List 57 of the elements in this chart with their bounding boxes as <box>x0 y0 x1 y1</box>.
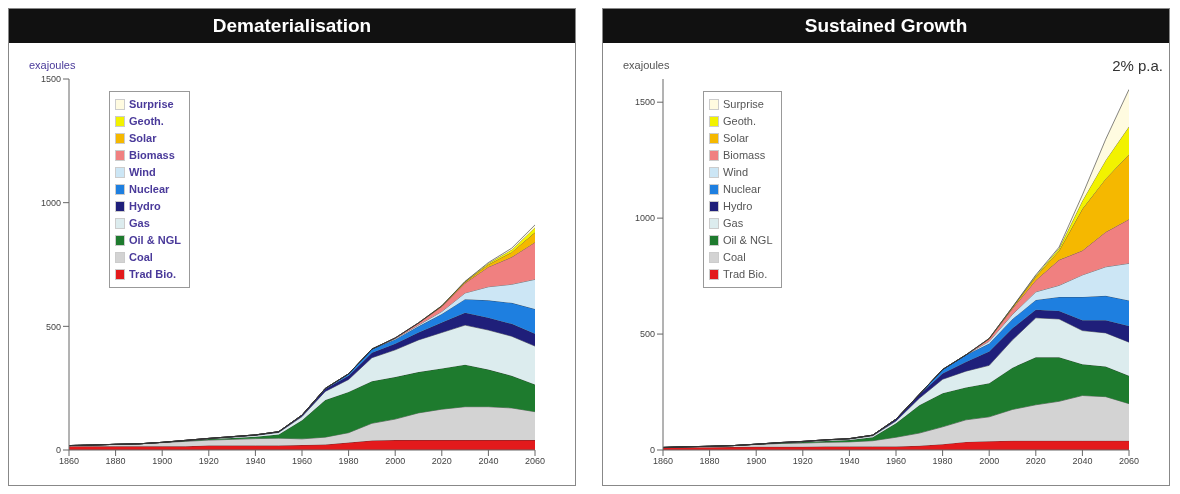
legend-label: Oil & NGL <box>129 233 181 248</box>
text: 2% p.a. <box>1112 57 1163 74</box>
y-tick-label: 0 <box>649 445 655 456</box>
legend-label: Surprise <box>129 97 174 112</box>
x-tick-label: 2060 <box>524 456 546 467</box>
legend-label: Gas <box>129 216 150 231</box>
y-tick-label: 0 <box>55 445 61 456</box>
legend-label: Wind <box>723 165 749 180</box>
x-tick-label: 1860 <box>652 456 674 467</box>
x-tick-label: 1920 <box>792 456 813 467</box>
x-tick-label: 1880 <box>105 456 126 467</box>
legend-label: Surprise <box>723 97 764 112</box>
x-tick-label: 2040 <box>478 456 499 467</box>
x-tick-label: 1920 <box>198 456 219 467</box>
y-tick-label: 500 <box>45 321 61 332</box>
x-tick-label: 1940 <box>245 456 266 467</box>
legend-label: Solar <box>723 131 749 146</box>
x-tick-label: 1900 <box>746 456 767 467</box>
legend-label: Nuclear <box>723 182 761 197</box>
legend-label: Nuclear <box>129 182 170 197</box>
legend-label: Solar <box>129 131 157 146</box>
legend-label: Hydro <box>129 199 161 214</box>
x-tick-label: 1980 <box>338 456 359 467</box>
legend-label: Coal <box>129 250 153 265</box>
chart-title: Dematerialisation <box>9 9 575 43</box>
x-tick-label: 1940 <box>839 456 860 467</box>
chart-title: Sustained Growth <box>603 9 1169 43</box>
x-tick-label: 1860 <box>58 456 80 467</box>
x-tick-label: 2040 <box>1072 456 1093 467</box>
y-tick-label: 1500 <box>634 97 655 108</box>
legend-label: Trad Bio. <box>723 267 768 282</box>
x-tick-label: 2000 <box>979 456 1000 467</box>
legend-label: Wind <box>129 165 156 180</box>
y-axis-title: exajoules <box>623 59 670 71</box>
legend-label: Geoth. <box>129 114 164 129</box>
y-tick-label: 500 <box>639 329 655 340</box>
legend-label: Hydro <box>723 199 753 214</box>
legend-label: Trad Bio. <box>129 267 177 282</box>
x-tick-label: 2020 <box>1025 456 1046 467</box>
x-tick-label: 2060 <box>1118 456 1140 467</box>
y-tick-label: 1000 <box>40 197 61 208</box>
x-tick-label: 1960 <box>885 456 907 467</box>
legend-label: Geoth. <box>723 114 757 129</box>
x-tick-label: 1960 <box>291 456 313 467</box>
x-tick-label: 2020 <box>431 456 452 467</box>
y-axis-title: exajoules <box>29 59 76 71</box>
legend-label: Coal <box>723 250 746 265</box>
x-tick-label: 1980 <box>932 456 953 467</box>
legend-label: Biomass <box>129 148 175 163</box>
y-tick-label: 1500 <box>40 74 61 85</box>
legend-label: Biomass <box>723 148 766 163</box>
y-tick-label: 1000 <box>634 213 655 224</box>
x-tick-label: 1880 <box>699 456 720 467</box>
x-tick-label: 2000 <box>385 456 406 467</box>
x-tick-label: 1900 <box>152 456 173 467</box>
legend-label: Oil & NGL <box>723 233 773 248</box>
legend-label: Gas <box>723 216 744 231</box>
